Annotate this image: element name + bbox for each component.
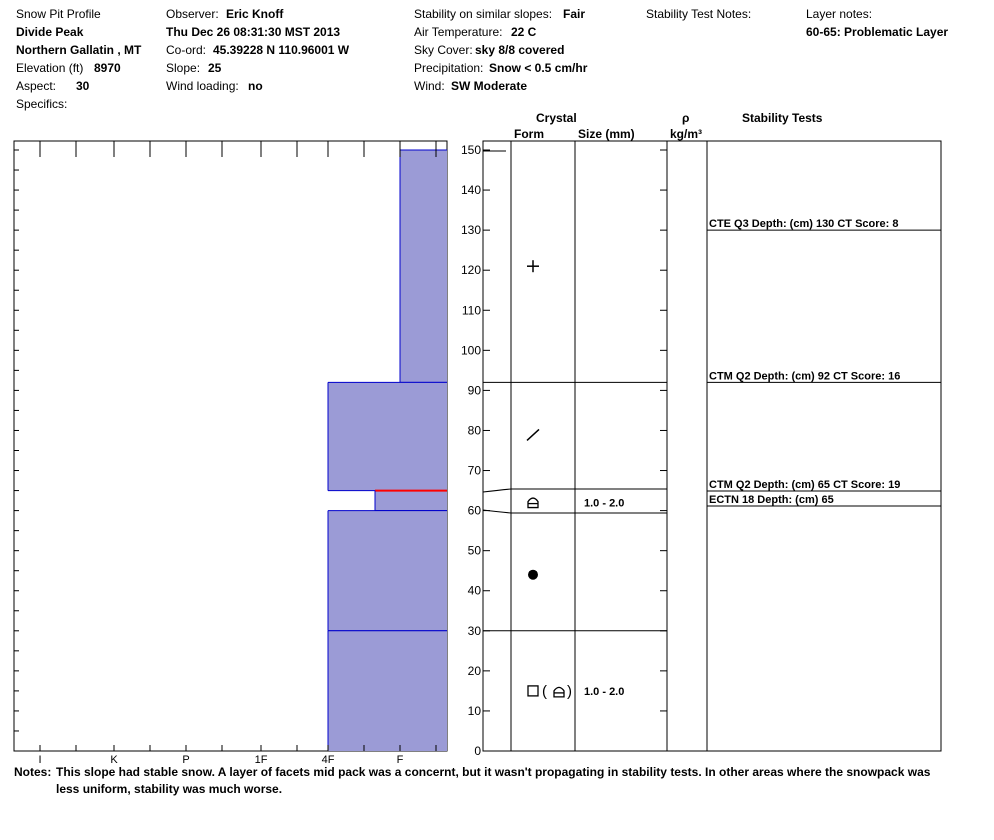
depth-label: 10 [468, 704, 482, 718]
paren-close: ) [567, 683, 572, 700]
facet-square [527, 685, 539, 697]
layer-boundary [482, 509, 667, 514]
hardness-label: F [397, 754, 404, 766]
density-unit-header: kg/m³ [670, 127, 703, 141]
hardness-label: 4F [322, 754, 335, 766]
depth-label: 40 [468, 584, 482, 598]
stability-label: Stability on similar slopes: [414, 7, 553, 21]
notes-line-1: This slope had stable snow. A layer of f… [56, 765, 931, 779]
size-header: Size (mm) [578, 127, 635, 141]
layer-bar [328, 382, 447, 491]
profile-title: Snow Pit Profile [16, 7, 101, 21]
crystal-symbol-+ [527, 260, 539, 273]
stability-tests-header: Stability Tests [742, 111, 823, 125]
elevation-value: 8970 [94, 61, 121, 75]
crystal-panel: 1.0 - 2.0 () 1.0 - 2.0 CTE Q3 Depth: (cm) 1… [482, 140, 942, 752]
wind-loading-value: no [248, 79, 263, 93]
layer-bar [328, 510, 447, 631]
layer-boundary [482, 488, 667, 493]
aspect-label: Aspect: [16, 79, 57, 93]
wind-value: SW Moderate [451, 79, 528, 93]
paren-open: ( [542, 683, 547, 700]
precip-label: Precipitation: [414, 61, 484, 75]
coord-value: 45.39228 N 110.96001 W [213, 43, 350, 57]
precip-value: Snow < 0.5 cm/hr [489, 61, 588, 75]
hardness-label: I [38, 754, 41, 766]
layer-bar [328, 630, 447, 751]
crystal-frame [482, 140, 942, 752]
stability-test-notes-label: Stability Test Notes: [646, 7, 752, 21]
depth-hoar-shape [553, 686, 565, 698]
notes-line-2: less uniform, stability was much worse. [56, 782, 283, 796]
notes-label: Notes: [14, 765, 52, 779]
depth-label: 80 [468, 423, 482, 437]
slope-value: 25 [208, 61, 222, 75]
coord-label: Co-ord: [166, 43, 207, 57]
hardness-panel: I K P 1F 4F F [13, 140, 448, 766]
stability-value: Fair [563, 7, 586, 21]
hardness-label: K [110, 754, 118, 766]
sky-label: Sky Cover: [414, 43, 473, 57]
crystal-header: Crystal [536, 111, 577, 125]
stability-test-label: CTM Q2 Depth: (cm) 65 CT Score: 19 [709, 479, 900, 491]
sky-value: sky 8/8 covered [475, 43, 565, 57]
depth-label: 60 [468, 504, 482, 518]
depth-label: 130 [461, 223, 481, 237]
layer-bar [400, 150, 447, 383]
depth-label: 30 [468, 624, 482, 638]
form-header: Form [514, 127, 544, 141]
datetime-value: Thu Dec 26 08:31:30 MST 2013 [166, 25, 341, 39]
crystal-symbol-facets-depth-hoar: () [527, 683, 572, 700]
aspect-value: 30 [76, 79, 90, 93]
depth-label: 150 [461, 143, 481, 157]
layer-bar [375, 490, 447, 511]
slash-stroke [526, 428, 540, 442]
depth-label: 50 [468, 544, 482, 558]
depth-label: 20 [468, 664, 482, 678]
specifics-label: Specifics: [16, 97, 68, 111]
depth-label: 110 [462, 303, 481, 317]
depth-label: 100 [461, 343, 481, 357]
depth-label: 140 [461, 183, 481, 197]
round-dot [528, 569, 538, 580]
layer-notes-label: Layer notes: [806, 7, 873, 21]
air-temp-label: Air Temperature: [414, 25, 503, 39]
depth-hoar-shape [527, 497, 539, 509]
layer-note: 60-65: Problematic Layer [806, 25, 949, 39]
rho-header: ρ [682, 111, 690, 125]
crystal-symbol-depth-hoar [527, 497, 539, 509]
range-name: Northern Gallatin , MT [16, 43, 142, 57]
depth-axis: 0 10 20 30 40 50 60 70 80 90 100 110 120 130 140 150 [461, 143, 481, 758]
stability-test-label: ECTN 18 Depth: (cm) 65 [709, 494, 834, 506]
stability-test-label: CTM Q2 Depth: (cm) 92 CT Score: 16 [709, 370, 900, 382]
wind-label: Wind: [414, 79, 445, 93]
crystal-size: 1.0 - 2.0 [584, 498, 624, 510]
crystal-symbol-/ [526, 428, 540, 442]
air-temp-value: 22 C [511, 25, 537, 39]
observer-value: Eric Knoff [226, 7, 284, 21]
hardness-label: P [182, 754, 189, 766]
depth-label: 70 [468, 464, 482, 478]
depth-label: 120 [461, 263, 481, 277]
depth-label: 90 [468, 383, 482, 397]
location-name: Divide Peak [16, 25, 84, 39]
stability-test-label: CTE Q3 Depth: (cm) 130 CT Score: 8 [709, 218, 899, 230]
observer-label: Observer: [166, 7, 219, 21]
wind-loading-label: Wind loading: [166, 79, 239, 93]
hardness-label: 1F [255, 754, 268, 766]
depth-label: 0 [474, 744, 481, 758]
crystal-size: 1.0 - 2.0 [584, 686, 624, 698]
slope-label: Slope: [166, 61, 201, 75]
crystal-symbol-rounds [528, 569, 538, 580]
elevation-label: Elevation (ft) [16, 61, 84, 75]
